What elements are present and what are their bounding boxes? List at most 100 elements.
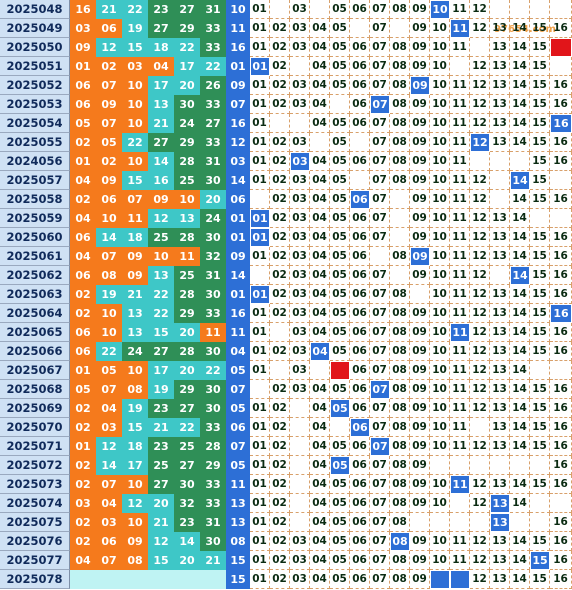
red-ball-3: 09	[122, 247, 148, 266]
blue-distribution-cell: 03	[290, 19, 310, 38]
blue-distribution-cell: 01	[250, 247, 270, 266]
blue-distribution-cell: 14	[510, 190, 530, 209]
blue-distribution-cell: 11	[450, 418, 470, 437]
blue-distribution-cell: 12	[470, 399, 490, 418]
red-ball-6: 30	[200, 285, 226, 304]
blue-hit-marker: 14	[510, 266, 530, 285]
blue-ball: 14	[226, 171, 250, 190]
blue-distribution-cell: 06	[350, 513, 370, 532]
red-ball-3: 10	[122, 152, 148, 171]
blue-hit-marker: 01	[250, 57, 270, 76]
blue-distribution-cell: 12	[470, 76, 490, 95]
blue-distribution-cell: 15	[530, 437, 550, 456]
blue-ball: 07	[226, 437, 250, 456]
blue-distribution-cell: 03	[290, 228, 310, 247]
blue-distribution-cell: 07	[370, 152, 390, 171]
blue-distribution-cell: 03	[290, 380, 310, 399]
blue-hit-marker: 07	[370, 437, 390, 456]
blue-distribution-cell: 02	[270, 532, 290, 551]
blue-distribution-cell: 14	[510, 19, 530, 38]
red-ball-5: 13	[174, 209, 200, 228]
blue-hit-marker: 13	[490, 513, 510, 532]
blue-distribution-cell: 16	[550, 152, 572, 171]
blue-ball: 01	[226, 209, 250, 228]
blue-distribution-cell: 13	[490, 38, 510, 57]
red-ball-4: 22	[148, 304, 174, 323]
period-number: 2025052	[0, 76, 70, 95]
blue-distribution-cell: 11	[450, 95, 470, 114]
red-ball-1: 16	[70, 0, 96, 19]
red-ball-1: 02	[70, 456, 96, 475]
red-ball-3: 08	[122, 551, 148, 570]
red-ball-3: 21	[122, 285, 148, 304]
red-ball-1: 06	[70, 266, 96, 285]
blue-distribution-cell: 15	[530, 19, 550, 38]
red-ball-6	[200, 570, 226, 589]
blue-distribution-cell: 05	[330, 209, 350, 228]
red-ball-4: 17	[148, 361, 174, 380]
red-ball-2: 14	[96, 228, 122, 247]
red-ball-2: 02	[96, 152, 122, 171]
blue-distribution-cell: 01	[250, 152, 270, 171]
blue-distribution-cell: 05	[330, 570, 350, 589]
blue-distribution-cell	[250, 190, 270, 209]
blue-distribution-cell: 04	[310, 418, 330, 437]
blue-distribution-cell: 11	[450, 551, 470, 570]
blue-distribution-cell: 03	[290, 570, 310, 589]
blue-distribution-cell: 03	[290, 323, 310, 342]
red-ball-5: 28	[174, 152, 200, 171]
blue-distribution-cell	[430, 513, 450, 532]
draw-row: 2025073 02 07 10 27 30 33 11 01 02 04 05 06 07 08 09 10 1…	[0, 475, 572, 494]
blue-distribution-cell: 09	[410, 190, 430, 209]
blue-distribution-cell: 06	[350, 475, 370, 494]
period-number: 2024056	[0, 152, 70, 171]
blue-distribution-cell: 03	[290, 266, 310, 285]
blue-distribution-cell: 16	[550, 323, 572, 342]
blue-distribution-cell	[530, 361, 550, 380]
blue-distribution-cell: 08	[390, 513, 410, 532]
blue-distribution-cell: 06	[350, 0, 370, 19]
blue-distribution-cell: 08	[390, 323, 410, 342]
blue-distribution-cell	[390, 228, 410, 247]
blue-distribution-cell: 10	[430, 437, 450, 456]
blue-distribution-cell	[390, 190, 410, 209]
red-ball-1: 02	[70, 285, 96, 304]
blue-distribution-cell: 09	[410, 342, 430, 361]
blue-distribution-cell: 09	[410, 456, 430, 475]
blue-distribution-cell: 05	[330, 190, 350, 209]
red-ball-1: 01	[70, 437, 96, 456]
draw-row: 2025078 15 01 02 03 04 05 06 07 08 09 12 13 14 15 16	[0, 570, 572, 589]
blue-distribution-cell: 08	[390, 133, 410, 152]
blue-distribution-cell: 07	[370, 323, 390, 342]
red-ball-3: 08	[122, 380, 148, 399]
blue-hit-marker: 03	[290, 152, 310, 171]
draw-row: 2025070 02 03 15 21 22 33 06 01 02 04 06 07 08 09 10 11 1…	[0, 418, 572, 437]
blue-distribution-cell: 14	[510, 228, 530, 247]
blue-distribution-cell: 05	[330, 114, 350, 133]
blue-distribution-cell: 15	[530, 57, 550, 76]
blue-distribution-cell: 10	[430, 285, 450, 304]
blue-distribution-cell: 01	[250, 494, 270, 513]
red-ball-4: 19	[148, 380, 174, 399]
blue-distribution-cell: 11	[450, 190, 470, 209]
period-number: 2025050	[0, 38, 70, 57]
period-number: 2025058	[0, 190, 70, 209]
blue-distribution-cell: 09	[410, 304, 430, 323]
blue-distribution-cell: 12	[470, 209, 490, 228]
blue-distribution-cell: 04	[310, 209, 330, 228]
red-ball-2: 07	[96, 551, 122, 570]
blue-distribution-cell: 09	[410, 380, 430, 399]
blue-distribution-cell	[430, 570, 450, 589]
red-ball-4: 21	[148, 513, 174, 532]
blue-distribution-cell: 04	[310, 380, 330, 399]
blue-distribution-cell: 09	[410, 494, 430, 513]
draw-row: 2025067 01 05 10 17 20 22 05 01 03 06 07 08 09 10 11 12 1…	[0, 361, 572, 380]
red-ball-5: 29	[174, 380, 200, 399]
blue-distribution-cell: 10	[430, 228, 450, 247]
red-ball-1: 01	[70, 152, 96, 171]
blue-distribution-cell: 13	[490, 380, 510, 399]
blue-distribution-cell	[550, 361, 572, 380]
blue-distribution-cell: 08	[390, 342, 410, 361]
blue-distribution-cell	[330, 95, 350, 114]
blue-distribution-cell: 12	[470, 171, 490, 190]
